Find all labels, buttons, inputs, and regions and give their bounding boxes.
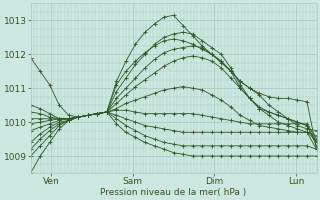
X-axis label: Pression niveau de la mer( hPa ): Pression niveau de la mer( hPa ) <box>100 188 247 197</box>
